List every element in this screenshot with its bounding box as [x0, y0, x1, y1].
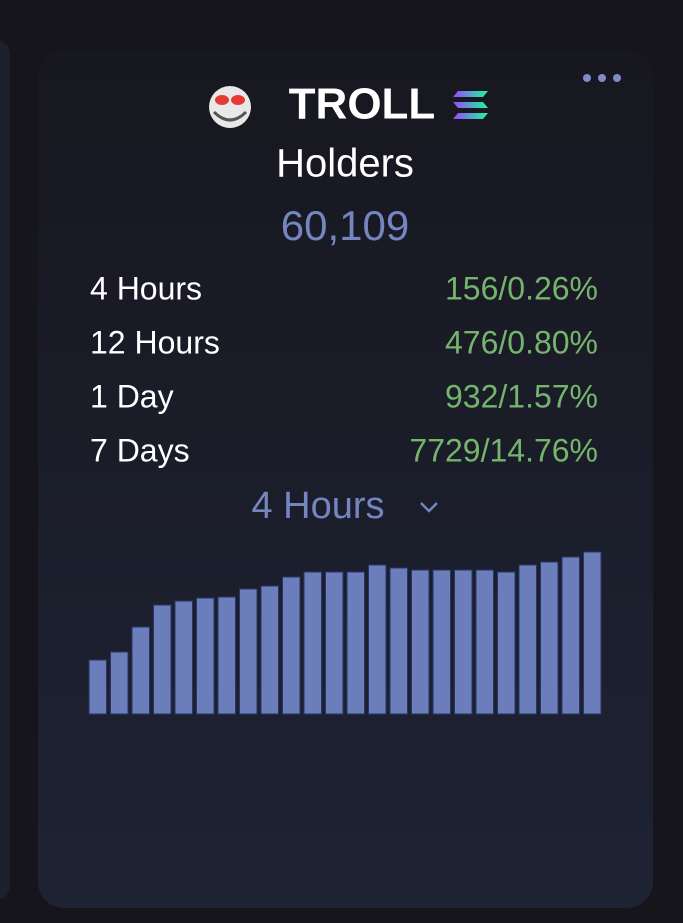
chevron	[420, 502, 438, 513]
stat-label: 4 Hours	[90, 270, 202, 306]
bar	[368, 564, 387, 715]
side-panel	[0, 40, 10, 900]
bar	[196, 597, 215, 715]
token-name: TROLL	[289, 80, 436, 129]
stat-label: 1 Day	[90, 378, 174, 414]
bar	[110, 651, 129, 715]
more-menu[interactable]	[583, 74, 621, 82]
bar	[217, 596, 236, 715]
bar	[518, 564, 537, 715]
bar	[497, 571, 516, 715]
bar	[583, 551, 602, 715]
bar	[454, 569, 473, 715]
stat-value: 932/1.57%	[445, 378, 598, 414]
bar	[389, 567, 408, 715]
bar	[475, 569, 494, 715]
bar	[325, 571, 344, 715]
stat-label: 7 Days	[90, 432, 190, 468]
bar	[88, 659, 107, 715]
bar	[432, 569, 451, 715]
stat-value: 476/0.80%	[445, 324, 598, 360]
bar	[303, 571, 322, 715]
chain-icon	[453, 91, 488, 119]
bar	[131, 626, 150, 715]
bar	[282, 576, 301, 715]
bar	[153, 604, 172, 715]
stat-value: 7729/14.76%	[409, 432, 598, 468]
bar	[411, 569, 430, 715]
stat-value: 156/0.26%	[445, 270, 598, 306]
token-icon	[209, 86, 251, 128]
selector[interactable]: 4 Hours	[251, 485, 438, 527]
bar	[540, 561, 559, 715]
stat-label: 12 Hours	[90, 324, 220, 360]
bar	[346, 571, 365, 715]
bar	[561, 556, 580, 715]
total: 60,109	[281, 202, 409, 249]
bar	[239, 588, 258, 715]
bar	[260, 585, 279, 715]
bar	[174, 600, 193, 715]
selector-label[interactable]: 4 Hours	[251, 485, 384, 527]
title: Holders	[276, 142, 414, 186]
